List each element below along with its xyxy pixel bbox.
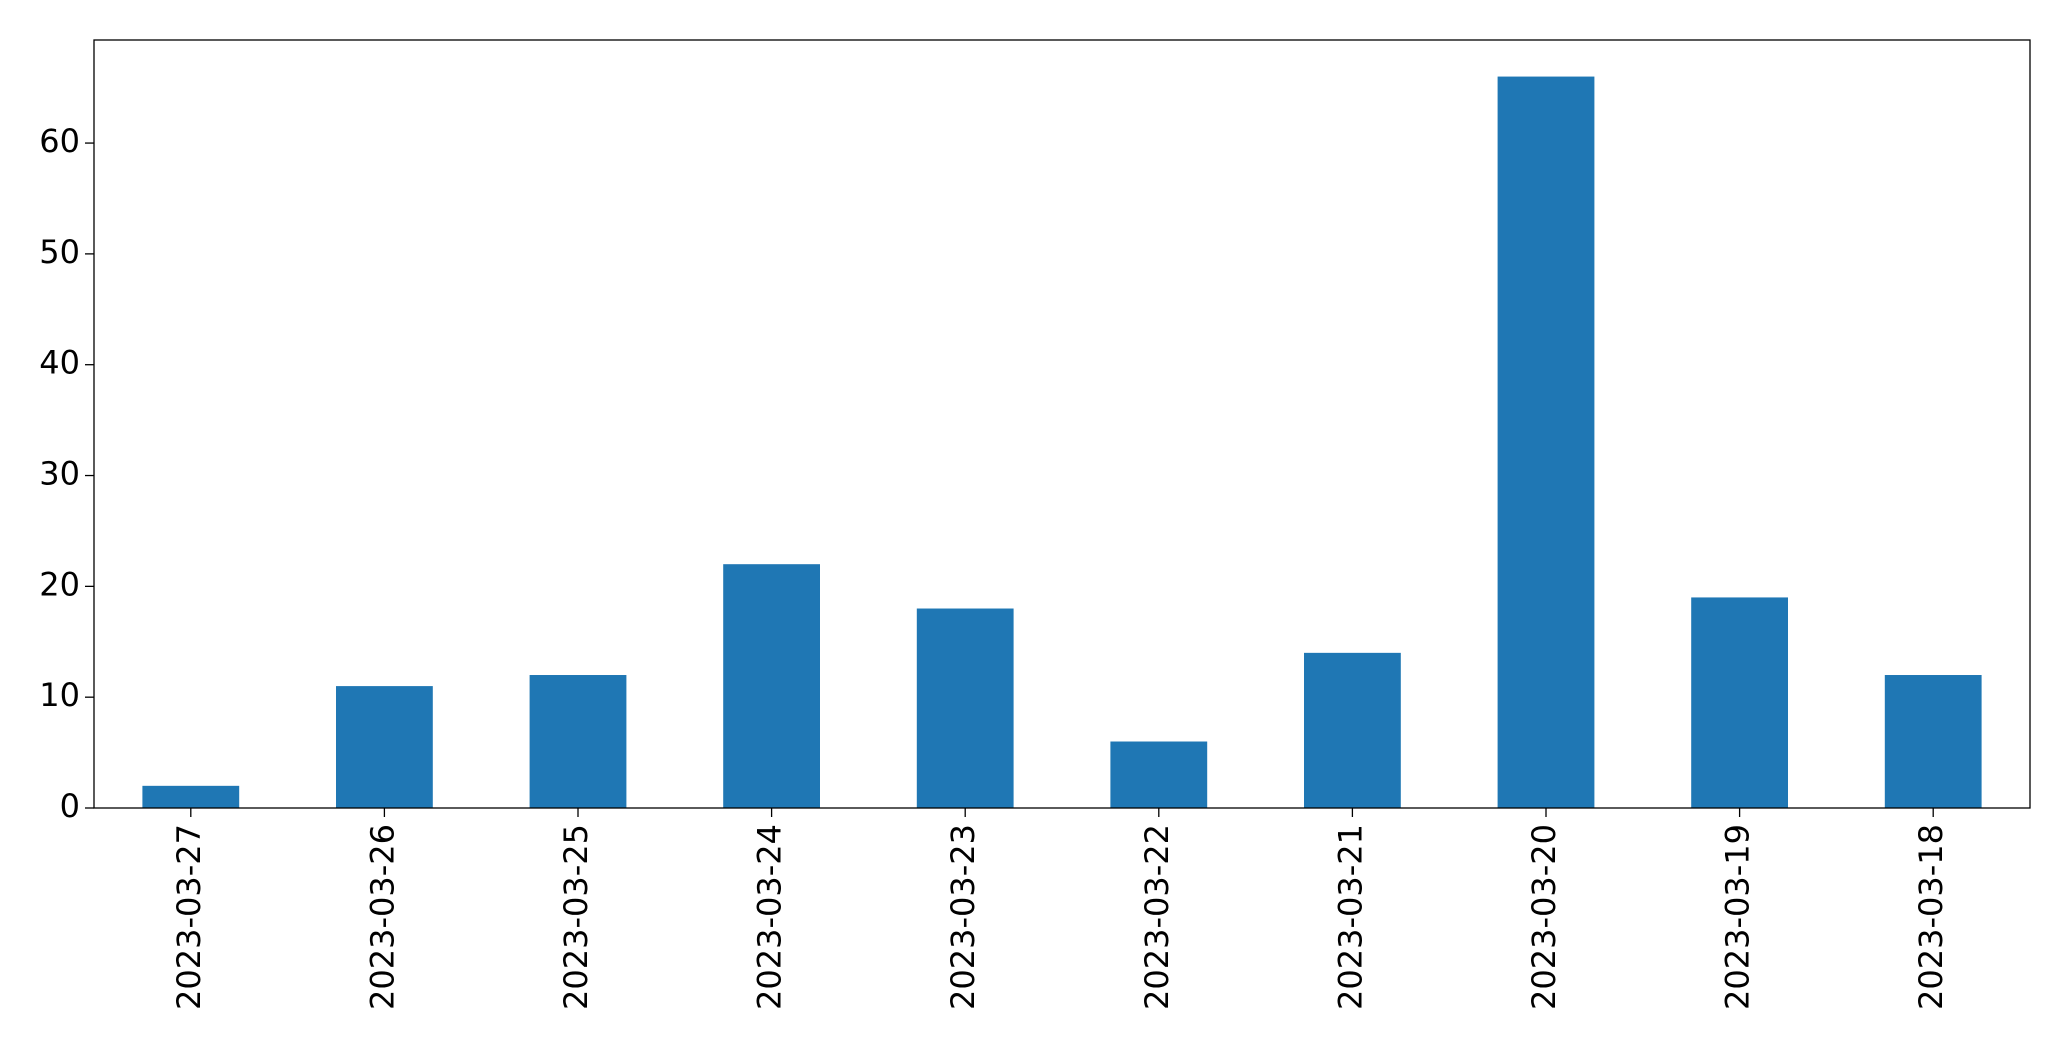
- x-tick-label: 2023-03-21: [1331, 824, 1369, 1010]
- x-tick-label: 2023-03-18: [1912, 824, 1950, 1010]
- y-tick-label: 50: [39, 233, 80, 271]
- x-tick-label: 2023-03-19: [1719, 824, 1757, 1010]
- y-tick-label: 40: [39, 344, 80, 382]
- x-tick-label: 2023-03-25: [557, 824, 595, 1010]
- bar: [529, 675, 627, 808]
- y-tick-label: 20: [39, 565, 80, 603]
- bar: [336, 686, 433, 808]
- bar: [916, 608, 1014, 808]
- plot-frame: [93, 39, 2031, 809]
- y-tick-label: 10: [39, 676, 80, 714]
- x-tick-label: 2023-03-23: [944, 824, 982, 1010]
- x-tick-label: 2023-03-26: [363, 824, 401, 1010]
- bar: [1304, 652, 1401, 808]
- x-tick-label: 2023-03-24: [751, 824, 789, 1010]
- y-tick-label: 60: [39, 122, 80, 160]
- bar: [1110, 741, 1208, 808]
- bar: [1884, 675, 1982, 808]
- bar: [723, 564, 820, 808]
- bar: [142, 785, 240, 808]
- x-tick-label: 2023-03-22: [1138, 824, 1176, 1010]
- y-tick-label: 30: [39, 455, 80, 493]
- bar: [1497, 76, 1595, 809]
- bar: [1691, 597, 1788, 808]
- x-tick-label: 2023-03-20: [1525, 824, 1563, 1010]
- y-tick-label: 0: [60, 787, 80, 825]
- x-tick-label: 2023-03-27: [170, 824, 208, 1010]
